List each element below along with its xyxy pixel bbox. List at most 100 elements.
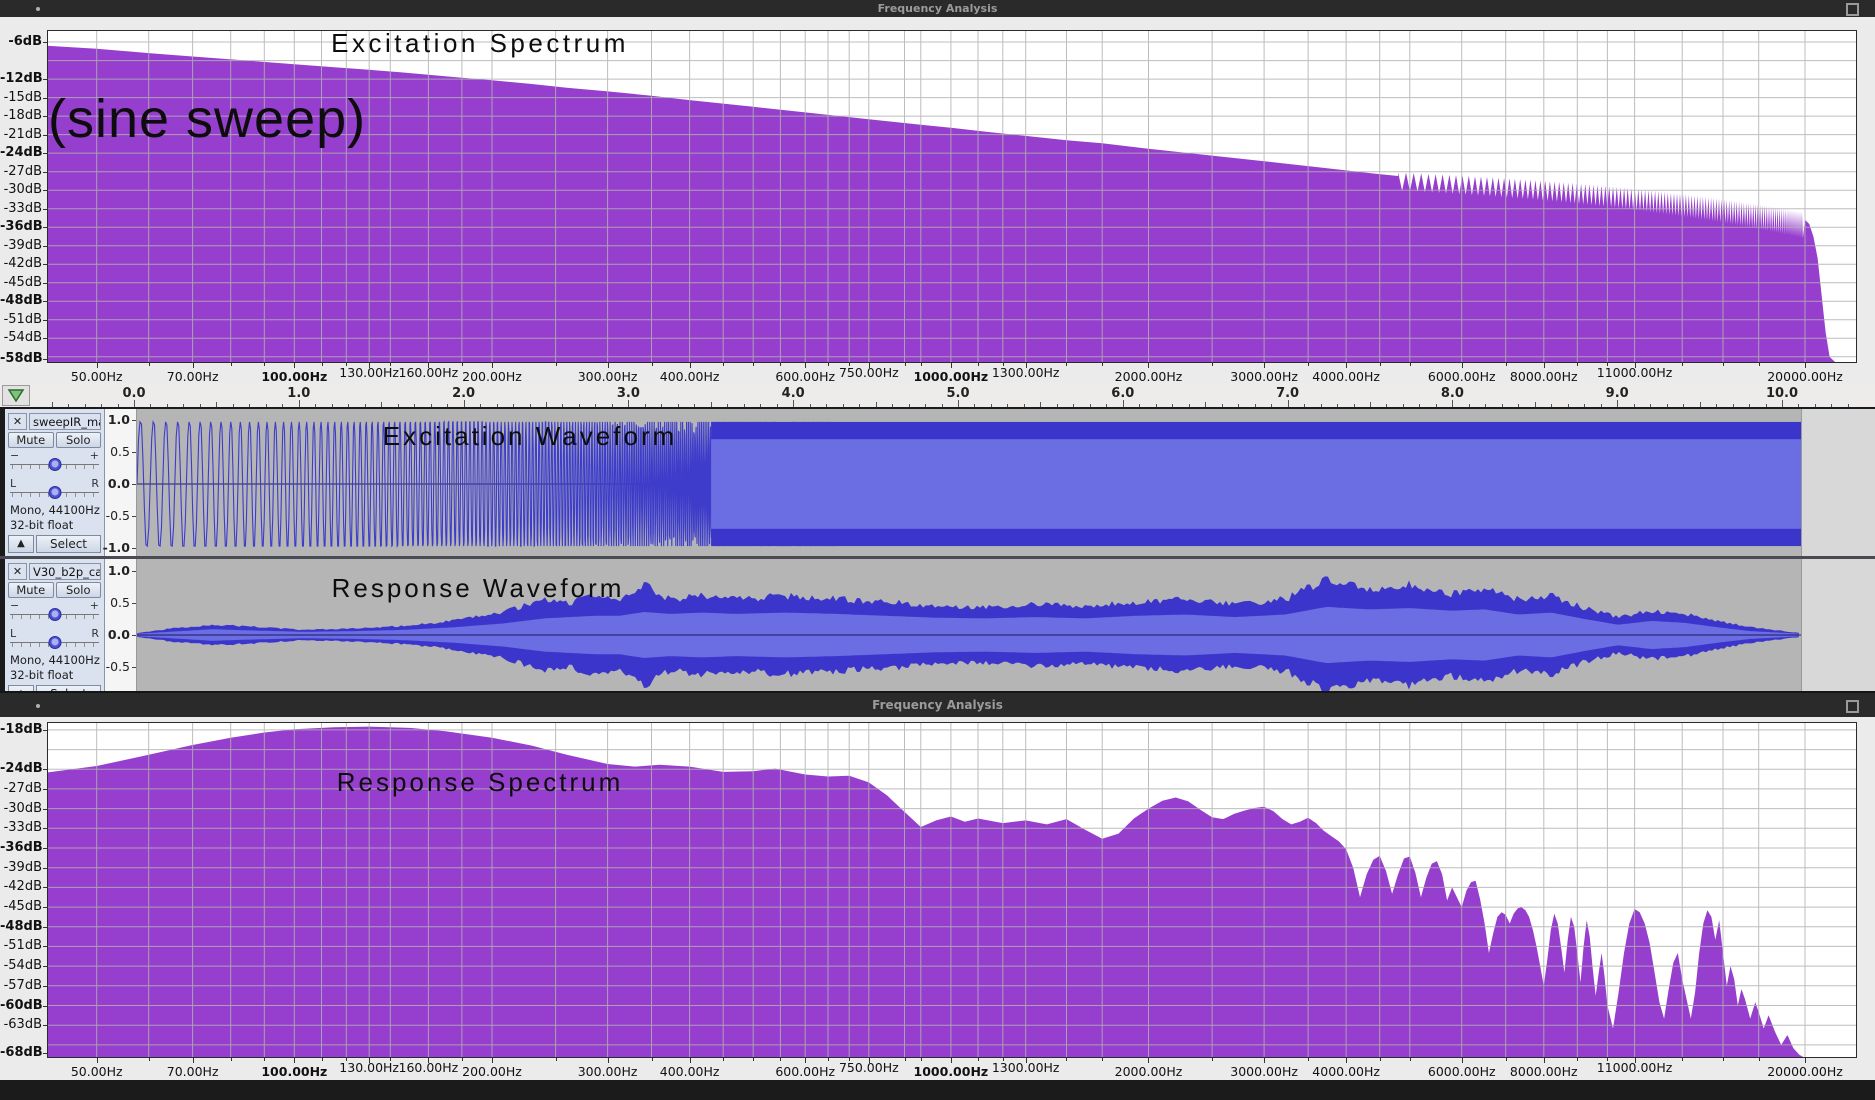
track1-gain-slider[interactable]: − + xyxy=(10,449,99,473)
freq-axis-tick xyxy=(651,1058,653,1061)
track2-name-menu[interactable]: V30_b2p_car ▼ xyxy=(29,563,101,580)
timeline-ruler[interactable]: 0.0 1.0 2.0 3.0 4.0 5.0 6.0 7.0 8.0 9.0 10.0 xyxy=(0,383,1875,409)
maximize-icon[interactable] xyxy=(1846,3,1859,16)
timeline-tick xyxy=(480,404,482,407)
gain-slider-thumb[interactable] xyxy=(48,608,61,621)
timeline-tick xyxy=(348,404,350,407)
amplitude-label: 1.0 xyxy=(107,563,130,578)
top-db-axis: -6dB -12dB -15dB -18dB -21dB -24dB -27dB -30dB -… xyxy=(0,17,47,366)
freq-axis-tick xyxy=(780,363,782,366)
db-axis-tick xyxy=(43,208,47,210)
track1-close-icon[interactable]: ✕ xyxy=(8,413,27,430)
track1-name-menu[interactable]: sweepIR_ma ▼ xyxy=(29,413,101,430)
timeline-label: 3.0 xyxy=(616,386,640,401)
freq-axis-tick xyxy=(1102,1058,1104,1061)
timeline-tick xyxy=(941,404,943,407)
amplitude-label: 1.0 xyxy=(107,412,130,427)
freq-axis-tick xyxy=(369,1058,371,1063)
timeline-tick xyxy=(1304,404,1306,407)
freq-axis-tick xyxy=(230,1058,232,1061)
track1-collapse-button[interactable]: ▲ xyxy=(8,535,34,553)
freq-axis-label: 8000.00Hz xyxy=(1509,369,1578,384)
timeline-tick xyxy=(298,400,300,407)
timeline-tick xyxy=(694,404,696,407)
freq-axis-label: 4000.00Hz xyxy=(1312,1064,1380,1079)
amplitude-tick xyxy=(132,667,136,668)
timeline-tick xyxy=(546,402,547,407)
timeline-tick xyxy=(1814,404,1816,407)
annotation-response-spectrum: Response Spectrum xyxy=(336,767,624,797)
maximize-icon[interactable] xyxy=(1846,700,1859,713)
db-axis-label: -36dB xyxy=(0,219,43,235)
db-axis-label: -33dB xyxy=(3,200,42,216)
timeline-tick xyxy=(282,404,284,407)
freq-axis-tick xyxy=(390,363,392,366)
timeline-tick xyxy=(1798,404,1800,407)
pan-slider-thumb[interactable] xyxy=(48,486,61,499)
amplitude-label: -1.0 xyxy=(102,540,130,555)
timeline-tick xyxy=(1485,404,1487,407)
track2-close-icon[interactable]: ✕ xyxy=(8,563,27,580)
freq-axis-tick xyxy=(1308,363,1310,366)
freq-axis-tick xyxy=(1379,1058,1381,1061)
amplitude-label: -0.5 xyxy=(105,508,130,523)
freq-axis-tick xyxy=(1066,363,1068,366)
track1-waveform-area[interactable] xyxy=(136,409,1875,556)
pan-slider-thumb[interactable] xyxy=(48,636,61,649)
track1-solo-button[interactable]: Solo xyxy=(55,432,101,448)
timeline-tick xyxy=(1847,404,1849,407)
timeline-label: 6.0 xyxy=(1111,386,1135,401)
track1-select-button[interactable]: Select xyxy=(36,535,101,553)
freq-axis-tick xyxy=(428,1058,430,1063)
top-window-title: Frequency Analysis xyxy=(877,2,998,15)
freq-axis-label: 20000.00Hz xyxy=(1767,369,1843,384)
timeline-tick xyxy=(578,404,580,407)
track2-waveform-area[interactable] xyxy=(137,559,1875,691)
track1-mute-button[interactable]: Mute xyxy=(8,432,54,448)
db-axis-tick xyxy=(43,264,47,266)
top-window-titlebar: Frequency Analysis xyxy=(0,0,1875,17)
freq-axis-tick xyxy=(1025,1058,1027,1063)
freq-axis-label: 11000.00Hz xyxy=(1596,1060,1673,1075)
freq-axis-tick xyxy=(1002,1058,1004,1061)
freq-axis-tick xyxy=(849,1058,851,1061)
timeline-tick xyxy=(743,404,745,407)
amplitude-label: 0.0 xyxy=(107,627,130,642)
response-spectrum-plot xyxy=(47,722,1857,1058)
track2-vertical-ruler[interactable]: 1.0 0.5 0.0 -0.5 xyxy=(105,559,137,691)
track-separator[interactable] xyxy=(0,556,1875,559)
track2-collapse-button[interactable]: ▲ xyxy=(8,685,34,691)
freq-axis-label: 70.00Hz xyxy=(166,369,219,384)
track1-vertical-ruler[interactable]: 1.0 0.5 0.0 -0.5 -1.0 xyxy=(102,409,137,556)
track2-gain-slider[interactable]: − + xyxy=(10,599,99,623)
amplitude-tick xyxy=(132,603,136,604)
db-axis-tick xyxy=(43,729,47,731)
timeline-tick xyxy=(892,404,894,407)
pan-left-label: L xyxy=(10,627,17,640)
annotation-excitation-spectrum: Excitation Spectrum xyxy=(331,28,629,58)
timeline-tick xyxy=(1501,404,1503,407)
timeline-tick xyxy=(1056,404,1058,407)
track2-solo-button[interactable]: Solo xyxy=(55,582,101,598)
freq-axis-tick xyxy=(723,363,725,366)
track1-format: Mono, 44100Hz xyxy=(10,503,100,517)
freq-axis-tick xyxy=(978,363,980,366)
track2-control-panel: ✕ V30_b2p_car ▼ Mute Solo − + L R xyxy=(5,559,105,691)
track2-pan-slider[interactable]: L R xyxy=(10,627,99,651)
track1-pan-slider[interactable]: L R xyxy=(10,477,99,501)
db-axis-tick xyxy=(43,245,47,247)
db-axis-tick xyxy=(43,926,47,928)
db-axis-label: -39dB xyxy=(3,237,42,253)
gain-slider-thumb[interactable] xyxy=(48,458,61,471)
track2-select-button[interactable]: Select xyxy=(36,685,101,691)
timeline-tick xyxy=(1007,404,1009,407)
freq-axis-tick xyxy=(978,1058,980,1061)
track2-mute-button[interactable]: Mute xyxy=(8,582,54,598)
timeline-tick xyxy=(1370,402,1371,407)
freq-axis-tick xyxy=(148,363,150,366)
timeline-pin-button[interactable] xyxy=(2,385,30,406)
timeline-tick xyxy=(397,404,399,407)
timeline-tick xyxy=(199,404,201,407)
freq-axis-tick xyxy=(230,363,232,366)
freq-axis-label: 200.00Hz xyxy=(462,369,522,384)
